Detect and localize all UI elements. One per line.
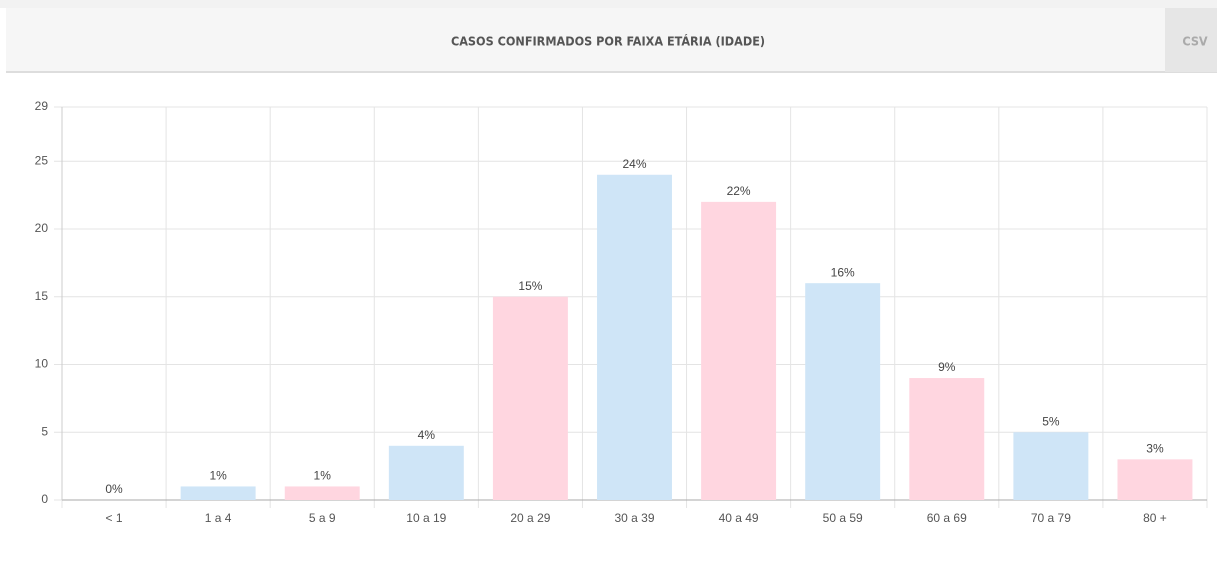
- csv-button[interactable]: [1165, 8, 1217, 72]
- bar: [1117, 459, 1193, 500]
- y-tick-label: 0: [41, 492, 48, 506]
- y-tick-label: 29: [35, 99, 49, 113]
- x-tick-label: 80 +: [1143, 511, 1167, 525]
- value-label: 9%: [938, 360, 956, 374]
- x-tick-label: 50 a 59: [823, 511, 863, 525]
- value-label: 16%: [831, 265, 855, 279]
- bar: [180, 486, 256, 500]
- y-tick-label: 10: [35, 357, 49, 371]
- bar: [388, 445, 464, 500]
- value-label: 1%: [314, 469, 332, 483]
- top-strip: [0, 0, 1217, 8]
- csv-label[interactable]: CSV: [1182, 34, 1208, 49]
- x-tick-label: 20 a 29: [510, 511, 550, 525]
- value-label: 22%: [727, 184, 751, 198]
- x-tick-label: 5 a 9: [309, 511, 336, 525]
- bar: [284, 486, 360, 500]
- value-label: 24%: [622, 157, 646, 171]
- y-tick-label: 25: [35, 153, 49, 167]
- value-label: 0%: [105, 482, 123, 496]
- y-tick-label: 20: [35, 221, 49, 235]
- x-tick-label: 60 a 69: [927, 511, 967, 525]
- value-label: 15%: [518, 279, 542, 293]
- bar: [1013, 432, 1089, 500]
- x-tick-label: 10 a 19: [406, 511, 446, 525]
- value-label: 4%: [418, 428, 436, 442]
- bar: [909, 378, 985, 500]
- x-tick-label: 70 a 79: [1031, 511, 1071, 525]
- bar: [701, 201, 777, 501]
- header: [6, 8, 1217, 72]
- x-tick-label: 40 a 49: [719, 511, 759, 525]
- bar: [492, 296, 568, 500]
- value-label: 1%: [209, 469, 227, 483]
- bar: [597, 174, 672, 501]
- x-tick-label: 1 a 4: [205, 511, 232, 525]
- bar: [805, 283, 881, 500]
- x-tick-label: < 1: [106, 511, 123, 525]
- y-tick-label: 15: [35, 289, 49, 303]
- chart-title: CASOS CONFIRMADOS POR FAIXA ETÁRIA (IDAD…: [451, 34, 765, 49]
- value-label: 5%: [1042, 414, 1060, 428]
- x-tick-label: 30 a 39: [614, 511, 654, 525]
- value-label: 3%: [1146, 442, 1164, 456]
- y-tick-label: 5: [41, 424, 48, 438]
